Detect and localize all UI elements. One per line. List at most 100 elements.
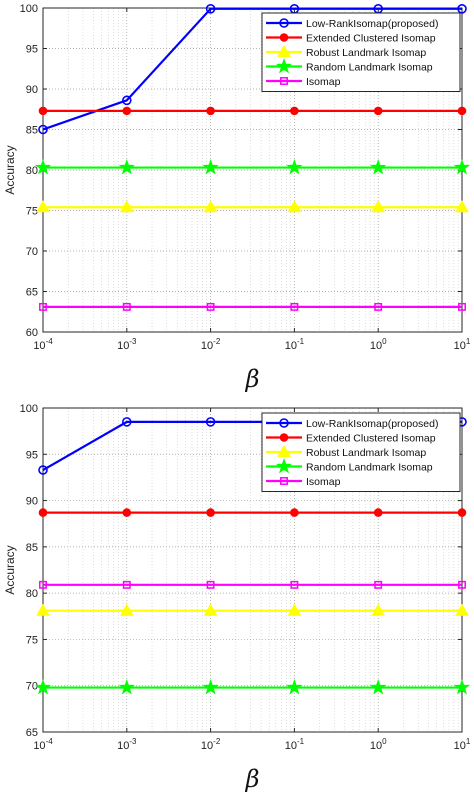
legend-label: Robust Landmark Isomap — [306, 47, 426, 59]
x-tick-label: 10-1 — [285, 337, 305, 352]
chart-bottom: 65 70 75 80 85 90 95 100 10-4 10-3 10-2 10-1 100 101 A… — [0, 400, 474, 800]
data-point — [205, 4, 216, 14]
legend-marker — [279, 33, 289, 42]
x-axis-label: β — [245, 365, 260, 393]
legend-item: Isomap — [266, 76, 341, 88]
x-tick-exponent: -3 — [129, 737, 137, 746]
y-axis-label: Accuracy — [3, 145, 17, 194]
x-tick-label: 10-3 — [117, 337, 137, 352]
data-point — [374, 580, 383, 589]
legend-item: Low-RankIsomap(proposed) — [266, 18, 438, 30]
y-tick-label: 85 — [26, 125, 38, 137]
data-point — [118, 679, 135, 695]
legend-marker — [275, 457, 293, 474]
x-tick-label: 101 — [454, 737, 471, 752]
y-tick-label: 80 — [26, 165, 38, 177]
data-point — [122, 508, 132, 517]
data-point — [455, 200, 469, 213]
data-point — [374, 302, 383, 311]
data-point — [373, 508, 383, 517]
x-tick-exponent: -4 — [46, 737, 54, 746]
y-tick-label: 75 — [26, 206, 38, 218]
legend-marker — [279, 433, 289, 442]
legend-marker — [277, 44, 291, 57]
legend-item: Robust Landmark Isomap — [266, 444, 426, 459]
data-point — [205, 417, 216, 427]
axes-box — [42, 407, 463, 733]
legend-item: Low-RankIsomap(proposed) — [266, 418, 438, 430]
series-square — [39, 580, 466, 589]
data-point — [287, 603, 302, 616]
x-tick-label: 10-4 — [33, 337, 53, 352]
data-point — [206, 106, 215, 116]
data-point — [290, 302, 299, 311]
legend-marker — [280, 77, 288, 85]
legend-label: Random Landmark Isomap — [306, 462, 433, 474]
legend-item: Extended Clustered Isomap — [266, 33, 436, 45]
data-point — [122, 106, 132, 116]
legend: Low-RankIsomap(proposed) Extended Cluster… — [261, 412, 461, 492]
data-point — [38, 106, 48, 116]
data-point — [38, 124, 48, 135]
legend-marker — [280, 477, 288, 485]
data-point — [370, 679, 387, 695]
x-tick-exponent: -4 — [46, 337, 54, 346]
data-point — [371, 200, 386, 213]
data-point — [36, 200, 50, 213]
data-point — [458, 302, 466, 311]
x-tick-label: 100 — [370, 737, 387, 752]
x-tick-base: 10 — [201, 340, 213, 352]
legend-item: Random Landmark Isomap — [266, 457, 433, 474]
y-tick-label: 70 — [26, 681, 38, 693]
legend-item: Extended Clustered Isomap — [266, 433, 436, 445]
legend-label: Isomap — [306, 476, 341, 488]
legend-label: Low-RankIsomap(proposed) — [306, 18, 438, 30]
data-point — [206, 302, 215, 311]
x-tick-base: 10 — [454, 340, 466, 352]
data-point — [457, 106, 467, 116]
data-point — [206, 580, 215, 589]
data-point — [453, 679, 471, 695]
legend-item: Random Landmark Isomap — [266, 57, 433, 74]
x-tick-base: 10 — [454, 740, 466, 752]
x-tick-exponent: 1 — [466, 737, 471, 746]
legend-item: Robust Landmark Isomap — [266, 44, 426, 59]
series-triangle — [36, 200, 469, 213]
legend-label: Extended Clustered Isomap — [306, 33, 436, 45]
data-point — [34, 679, 52, 695]
x-tick-base: 10 — [285, 340, 297, 352]
series-star — [34, 679, 471, 695]
data-point — [203, 603, 218, 616]
x-tick-label: 101 — [454, 337, 471, 352]
data-point — [290, 508, 299, 517]
legend-label: Extended Clustered Isomap — [306, 433, 436, 445]
data-point — [203, 200, 218, 213]
y-tick-label: 65 — [26, 727, 38, 739]
x-tick-base: 10 — [370, 740, 382, 752]
x-tick-exponent: 0 — [382, 337, 387, 346]
x-tick-base: 10 — [285, 740, 297, 752]
data-point — [457, 508, 467, 517]
y-tick-label: 70 — [26, 246, 38, 258]
x-tick-label: 10-2 — [201, 337, 221, 352]
data-point — [34, 159, 52, 175]
series-dot — [38, 508, 467, 517]
data-point — [39, 302, 47, 311]
data-point — [119, 200, 134, 213]
chart-top: 60 65 70 75 80 85 90 95 100 10-4 10-3 10-2 10-1 100 10… — [0, 0, 474, 400]
data-point — [122, 95, 132, 106]
y-tick-label: 100 — [20, 3, 38, 15]
legend-marker — [275, 57, 293, 74]
x-tick-base: 10 — [117, 340, 129, 352]
series-dot — [38, 106, 467, 116]
x-tick-base: 10 — [117, 740, 129, 752]
data-point — [286, 679, 303, 695]
legend-label: Isomap — [306, 76, 341, 88]
legend-label: Low-RankIsomap(proposed) — [306, 418, 438, 430]
series-triangle — [36, 603, 469, 616]
x-tick-base: 10 — [33, 340, 45, 352]
y-tick-label: 90 — [26, 84, 38, 96]
